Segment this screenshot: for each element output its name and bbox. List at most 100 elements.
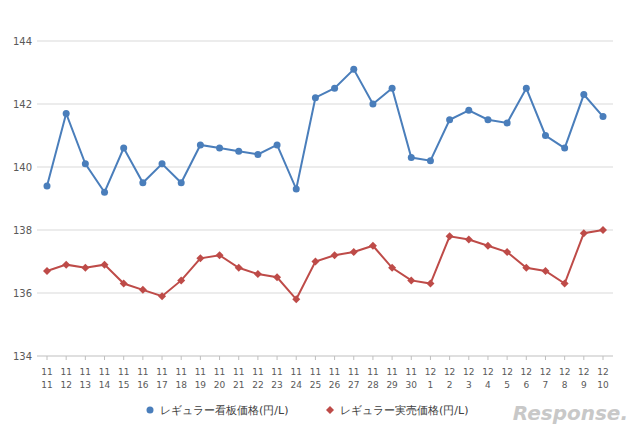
x-tick-label-line: 12 <box>425 367 436 377</box>
x-tick-label-line: 11 <box>367 367 378 377</box>
marker <box>197 141 204 148</box>
x-tick <box>430 356 431 360</box>
marker <box>427 157 434 164</box>
marker <box>369 101 376 108</box>
x-tick-label: 1121 <box>233 367 244 390</box>
x-tick <box>487 356 488 360</box>
x-tick-label-line: 11 <box>310 367 321 377</box>
x-tick-label-line: 11 <box>175 367 186 377</box>
x-tick <box>142 356 143 360</box>
x-tick-label-line: 15 <box>118 380 129 390</box>
marker <box>101 189 108 196</box>
marker <box>43 267 51 275</box>
x-tick-label-line: 11 <box>386 367 397 377</box>
marker <box>600 113 607 120</box>
marker <box>62 261 70 269</box>
x-tick <box>47 356 48 360</box>
x-tick-label-line: 11 <box>291 367 302 377</box>
x-tick-label-line: 25 <box>310 380 321 390</box>
x-tick-label-line: 3 <box>466 380 472 390</box>
watermark: Response. <box>513 401 628 425</box>
marker <box>196 254 204 262</box>
x-tick <box>449 356 450 360</box>
x-tick <box>564 356 565 360</box>
x-tick-label: 1125 <box>310 367 321 390</box>
x-tick-label: 1114 <box>99 367 111 390</box>
marker <box>235 264 243 272</box>
marker <box>580 229 588 237</box>
x-tick-label: 126 <box>521 367 532 390</box>
x-tick-label-line: 5 <box>504 380 510 390</box>
x-tick-label-line: 12 <box>463 367 474 377</box>
x-tick-label-line: 19 <box>195 380 207 390</box>
marker <box>541 267 549 275</box>
x-tick-label: 1126 <box>329 367 341 390</box>
x-tick <box>334 356 335 360</box>
x-tick-label-line: 11 <box>195 367 206 377</box>
x-tick-label-line: 12 <box>501 367 512 377</box>
x-tick-label-line: 11 <box>118 367 129 377</box>
marker <box>523 85 530 92</box>
legend-marker <box>147 407 154 414</box>
x-tick <box>468 356 469 360</box>
grid-line <box>37 104 613 105</box>
marker <box>82 160 89 167</box>
x-tick <box>257 356 258 360</box>
x-tick-label: 1117 <box>156 367 167 390</box>
x-tick-label-line: 29 <box>386 380 398 390</box>
x-tick-label: 1111 <box>41 367 52 390</box>
x-tick-label-line: 12 <box>578 367 589 377</box>
marker <box>177 276 185 284</box>
x-tick-label-line: 11 <box>156 367 167 377</box>
x-tick <box>545 356 546 360</box>
x-tick-label-line: 30 <box>406 380 418 390</box>
x-tick <box>219 356 220 360</box>
marker <box>235 148 242 155</box>
x-tick <box>353 356 354 360</box>
marker <box>561 145 568 152</box>
x-tick-label-line: 26 <box>329 380 341 390</box>
x-tick-label-line: 17 <box>156 380 167 390</box>
x-tick <box>315 356 316 360</box>
x-tick-label-line: 12 <box>597 367 608 377</box>
x-tick <box>123 356 124 360</box>
marker <box>101 261 109 269</box>
x-tick-label-line: 22 <box>252 380 263 390</box>
x-tick-label-line: 11 <box>41 380 52 390</box>
x-tick-label-line: 12 <box>521 367 532 377</box>
marker <box>484 116 491 123</box>
x-tick-label-line: 1 <box>428 380 434 390</box>
x-tick-label-line: 9 <box>581 380 587 390</box>
legend-label: レギュラー実売価格(円/L) <box>340 404 468 417</box>
x-tick-label-line: 12 <box>559 367 570 377</box>
x-tick <box>85 356 86 360</box>
marker <box>254 270 262 278</box>
x-tick-label-line: 6 <box>523 380 529 390</box>
legend-label: レギュラー看板価格(円/L) <box>160 404 288 417</box>
marker <box>484 242 492 250</box>
x-tick-label-line: 10 <box>597 380 609 390</box>
marker <box>139 286 147 294</box>
chart: 1341361381401421441111111211131114111511… <box>0 0 640 432</box>
x-tick-label-line: 8 <box>562 380 568 390</box>
x-tick-label-line: 27 <box>348 380 359 390</box>
x-tick <box>200 356 201 360</box>
x-tick-label-line: 20 <box>214 380 226 390</box>
x-tick-label-line: 11 <box>329 367 340 377</box>
marker <box>159 160 166 167</box>
x-tick <box>507 356 508 360</box>
x-tick-label-line: 7 <box>543 380 549 390</box>
marker <box>522 264 530 272</box>
x-tick <box>277 356 278 360</box>
x-tick-label-line: 16 <box>137 380 149 390</box>
x-tick-label: 1115 <box>118 367 129 390</box>
x-tick <box>296 356 297 360</box>
marker <box>331 251 339 259</box>
legend: レギュラー看板価格(円/L) レギュラー実売価格(円/L) <box>147 404 469 417</box>
marker <box>292 295 300 303</box>
marker <box>388 264 396 272</box>
x-tick-label-line: 11 <box>233 367 244 377</box>
grid-line <box>37 230 613 231</box>
x-tick-label: 1130 <box>406 367 418 390</box>
marker <box>311 258 319 266</box>
